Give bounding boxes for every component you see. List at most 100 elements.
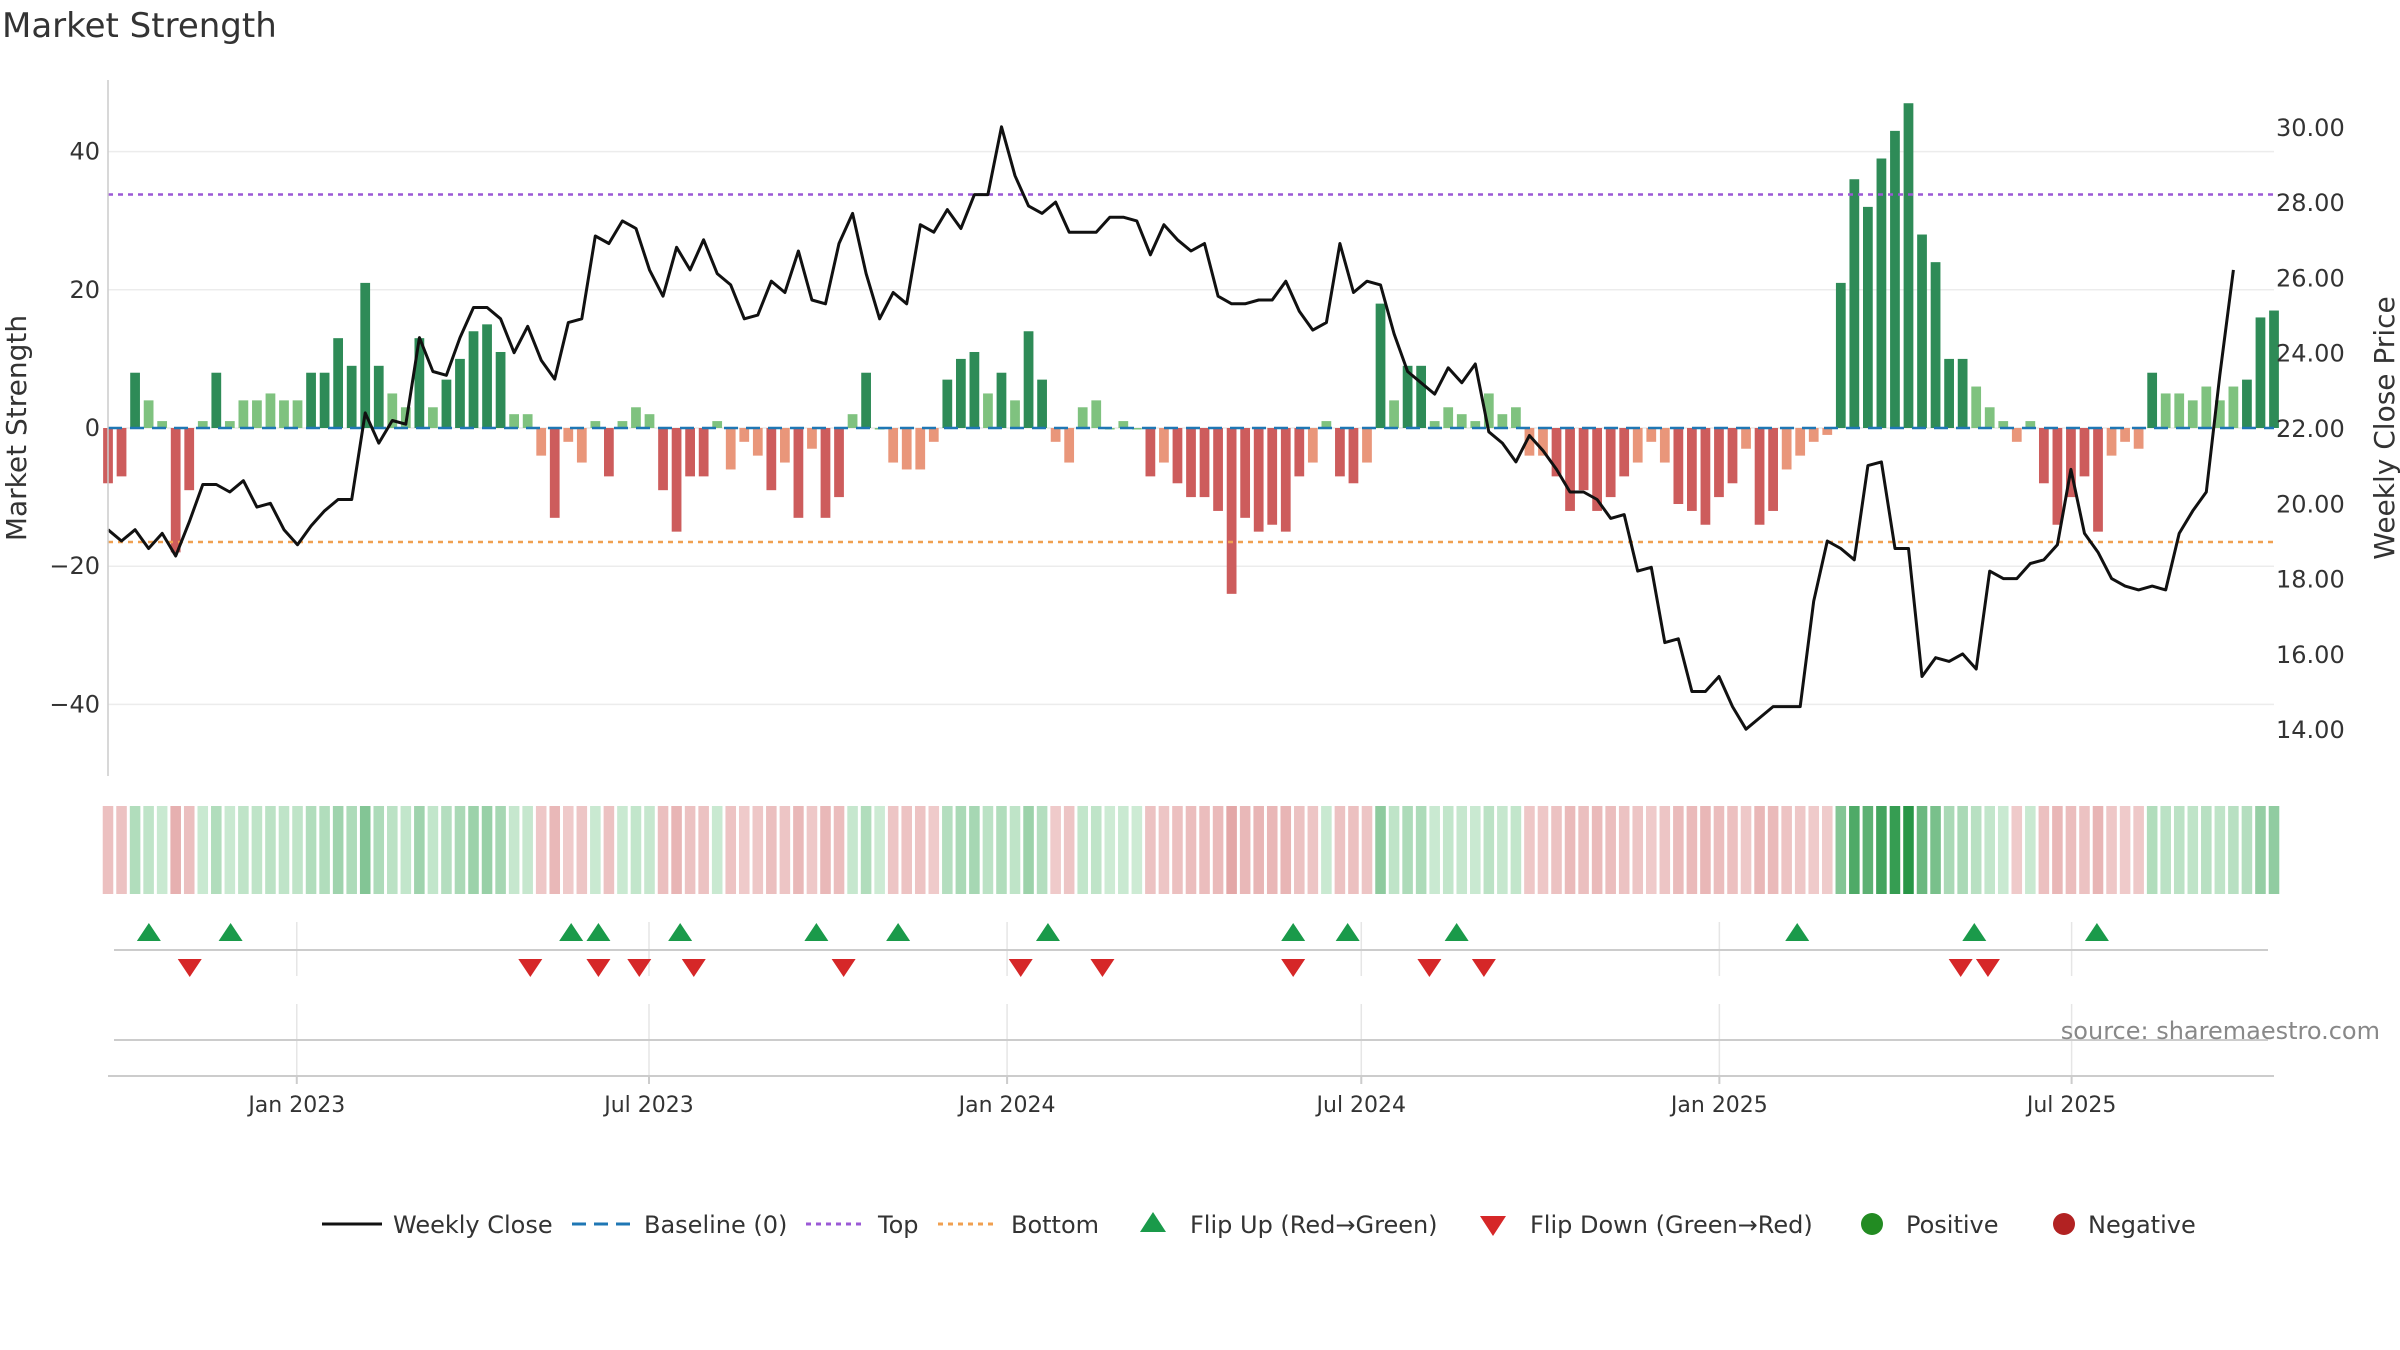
heat-cell	[373, 806, 385, 894]
strength-bar	[1835, 282, 1846, 428]
heat-cell	[698, 806, 709, 894]
heat-cell	[2079, 806, 2090, 894]
heat-cell	[427, 806, 439, 894]
heat-cell	[2025, 806, 2036, 894]
strength-bar	[2160, 393, 2171, 428]
strength-bar	[1930, 262, 1941, 428]
reference-lines	[108, 193, 2274, 544]
strength-bar	[1240, 428, 1251, 518]
source-text: source: sharemaestro.com	[2061, 1017, 2380, 1045]
heat-cell	[143, 806, 154, 894]
strength-bar	[1429, 421, 1440, 428]
heat-cell	[1551, 806, 1562, 894]
strength-bar	[2066, 428, 2076, 498]
heat-cell	[1280, 806, 1292, 894]
flip-up-marker	[1281, 923, 1306, 941]
strength-bar	[1592, 428, 1602, 511]
chart-title: Market Strength	[2, 6, 277, 46]
flip-down-marker	[1417, 959, 1442, 977]
strength-bar	[1118, 421, 1129, 428]
strength-bar	[1389, 400, 1399, 428]
legend-label: Weekly Close	[393, 1211, 553, 1239]
date-axis: Jan 2023 Jul 2023 Jan 2024 Jul 2024 Jan 2025…	[108, 1075, 2274, 1118]
flip-down-marker	[1975, 959, 2000, 977]
heat-cell	[833, 806, 845, 894]
y2-tick-label: 14.00	[2276, 716, 2345, 744]
y-tick-label: −20	[49, 552, 100, 580]
heat-cell	[1659, 806, 1671, 894]
heat-cell	[738, 806, 750, 894]
strength-bar	[1917, 234, 1927, 428]
strength-bar	[752, 428, 763, 456]
strength-bar	[1727, 428, 1738, 484]
heat-cell	[901, 806, 912, 894]
heat-cell	[1700, 806, 1711, 894]
heat-cell	[535, 806, 547, 894]
strength-bar	[265, 393, 276, 428]
heat-cell	[1767, 806, 1779, 894]
heat-cell	[1916, 806, 1928, 894]
strength-bar	[522, 414, 533, 428]
strength-bar	[414, 338, 425, 428]
strength-bar	[861, 372, 871, 428]
heat-cell	[1388, 806, 1400, 894]
strength-bar	[495, 351, 506, 428]
y2-tick-label: 16.00	[2276, 641, 2345, 669]
flip-down-marker	[586, 959, 611, 977]
strength-bar	[1822, 428, 1833, 435]
heat-cell	[1618, 806, 1630, 894]
flip-down-marker	[1008, 959, 1033, 977]
x-tick-label: Jan 2023	[246, 1093, 345, 1118]
strength-bar	[455, 358, 465, 428]
strength-bar	[847, 414, 858, 428]
heat-cell	[156, 806, 168, 894]
flip-down-marker	[831, 959, 856, 977]
strength-bar	[1307, 428, 1318, 463]
heat-cell	[671, 806, 682, 894]
heat-cell	[982, 806, 994, 894]
heat-cell	[319, 806, 330, 894]
heat-cell	[2268, 806, 2280, 894]
strength-bar	[780, 428, 790, 463]
strength-bar	[224, 421, 235, 428]
strength-bar	[1267, 428, 1278, 525]
strength-bar	[1659, 428, 1670, 463]
strength-bar	[1890, 130, 1900, 428]
heat-cell	[1849, 806, 1860, 894]
heat-cell	[887, 806, 899, 894]
strength-bar	[306, 372, 316, 428]
strength-bar	[2093, 428, 2103, 532]
strength-bar	[955, 358, 966, 428]
heat-cell	[766, 806, 777, 894]
y-tick-label: −40	[49, 690, 100, 718]
heat-cell	[2119, 806, 2131, 894]
y2-tick-label: 20.00	[2276, 490, 2345, 518]
strength-bar	[441, 379, 452, 428]
heat-cell	[1673, 806, 1684, 894]
flip-down-marker	[1948, 959, 1973, 977]
strength-bar	[2120, 428, 2130, 442]
strength-bar	[1456, 414, 1467, 428]
flip-up-marker	[1444, 923, 1469, 941]
strength-bar	[2106, 428, 2117, 456]
heat-cell	[481, 806, 493, 894]
heat-cell	[1361, 806, 1373, 894]
strength-bar	[807, 428, 817, 449]
strength-bar	[793, 428, 804, 518]
strength-bar	[1280, 428, 1291, 532]
flip-down-marker	[1090, 959, 1115, 977]
weekly-close-line	[107, 125, 2235, 731]
strength-bar	[1605, 428, 1616, 498]
strength-bar	[1145, 428, 1156, 477]
y2-tick-label: 18.00	[2276, 566, 2345, 594]
heat-cell	[1876, 806, 1887, 894]
heat-cell	[1646, 806, 1657, 894]
heat-cell	[1321, 806, 1332, 894]
strength-bar	[2187, 400, 2198, 428]
strength-bar	[1226, 428, 1237, 594]
heat-cell	[1226, 806, 1237, 894]
strength-bar	[712, 421, 723, 428]
heat-cell	[1889, 806, 1901, 894]
x-tick-label: Jan 2024	[957, 1093, 1056, 1118]
heat-cell	[1862, 806, 1874, 894]
